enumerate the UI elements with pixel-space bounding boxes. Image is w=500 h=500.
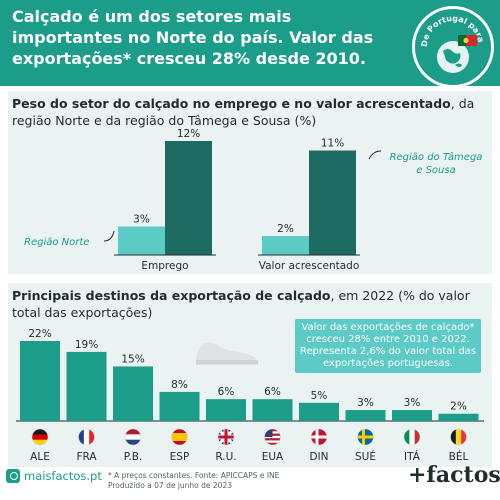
header-banner: Calçado é um dos setores mais importante… — [0, 0, 500, 88]
netherlands-flag-icon — [124, 428, 142, 446]
spain-flag-icon — [171, 428, 188, 446]
uk-flag-icon — [217, 428, 235, 446]
germany-flag-icon — [31, 428, 49, 446]
bar-belgium — [438, 413, 479, 421]
sweden-flag-icon — [357, 428, 374, 446]
destinations-panel: Principais destinos da exportação de cal… — [8, 283, 492, 467]
site-link[interactable]: maisfactos.pt — [6, 469, 102, 483]
destinations-chart: 22% ALE 19% FRA 15% P.B. 8% ESP 6% R.U. 6% EUA 5% DIN… — [16, 328, 484, 463]
bar-tamega-0 — [165, 141, 212, 255]
exports-growth-note: Valor das exportações de calçado* cresce… — [295, 319, 481, 373]
category-label-0: Emprego — [141, 260, 188, 272]
shoe-icon — [196, 342, 258, 365]
bar-norte-0 — [118, 226, 165, 255]
bar-uk — [206, 399, 246, 421]
footnote: * A preços constantes. Fonte: APICCAPS e… — [108, 471, 279, 491]
denmark-flag-icon — [310, 428, 328, 446]
data-label-norte-1: 2% — [277, 223, 294, 235]
belgium-flag-icon — [450, 428, 467, 446]
data-label-2: 15% — [121, 353, 144, 365]
country-label-7: SUÉ — [355, 450, 376, 463]
headline: Calçado é um dos setores mais importante… — [12, 7, 374, 68]
data-label-7: 3% — [357, 397, 374, 409]
destinations-chart-title: Principais destinos da exportação de cal… — [12, 288, 470, 320]
country-label-4: R.U. — [215, 451, 236, 463]
bar-tamega-1 — [309, 150, 356, 255]
site-logo-icon — [6, 469, 20, 483]
bar-usa — [252, 399, 293, 421]
data-label-8: 3% — [404, 397, 421, 409]
country-label-1: FRA — [76, 451, 97, 463]
country-label-0: ALE — [30, 451, 50, 463]
label-regiao-tamega: Região do Tâmega e Sousa — [389, 152, 483, 176]
bar-spain — [159, 391, 200, 421]
country-label-6: DIN — [309, 451, 328, 463]
data-label-tamega-1: 11% — [321, 138, 344, 150]
data-label-0: 22% — [28, 328, 51, 340]
portugal-world-badge: De Portugal para o Mundo — [411, 2, 494, 88]
arrow-tamega-icon — [368, 150, 382, 160]
employment-chart-title: Peso do setor do calçado no emprego e no… — [12, 96, 475, 128]
data-label-1: 19% — [75, 339, 98, 351]
bar-denmark — [299, 402, 339, 421]
data-label-norte-0: 3% — [133, 214, 150, 226]
data-label-6: 5% — [311, 390, 328, 402]
category-label-1: Valor acrescentado — [259, 260, 360, 272]
data-label-5: 6% — [264, 386, 281, 398]
country-label-5: EUA — [262, 451, 284, 463]
data-label-tamega-0: 12% — [177, 128, 200, 140]
bar-netherlands — [113, 366, 153, 421]
italy-flag-icon — [403, 428, 421, 446]
country-label-9: BÉL — [449, 450, 469, 463]
usa-flag-icon — [264, 428, 281, 446]
bar-sweden — [345, 410, 386, 421]
employment-chart: Região Norte 3% 12% Emprego 2% 11% Valor acre… — [24, 128, 382, 272]
arrow-norte-icon — [103, 230, 115, 242]
data-label-3: 8% — [171, 379, 188, 391]
country-label-2: P.B. — [124, 451, 143, 463]
footnote-source: * A preços constantes. Fonte: APICCAPS e… — [108, 471, 280, 480]
country-label-3: ESP — [170, 451, 190, 463]
portugal-flag-icon — [458, 35, 477, 46]
footnote-date: Produzido a 07 de junho de 2023 — [108, 481, 232, 490]
badge-art: De Portugal para o Mundo — [411, 2, 486, 73]
site-url: maisfactos.pt — [24, 469, 102, 483]
country-label-8: ITÁ — [404, 450, 421, 463]
employment-panel: Peso do setor do calçado no emprego e no… — [8, 91, 492, 274]
bar-germany — [20, 341, 60, 421]
bar-italy — [392, 410, 432, 421]
france-flag-icon — [78, 428, 95, 446]
data-label-9: 2% — [450, 401, 467, 413]
bar-norte-1 — [262, 236, 309, 255]
bar-france — [66, 351, 107, 421]
data-label-4: 6% — [218, 386, 235, 398]
label-regiao-norte: Região Norte — [24, 237, 89, 248]
brand-logo: +factos — [408, 462, 500, 488]
